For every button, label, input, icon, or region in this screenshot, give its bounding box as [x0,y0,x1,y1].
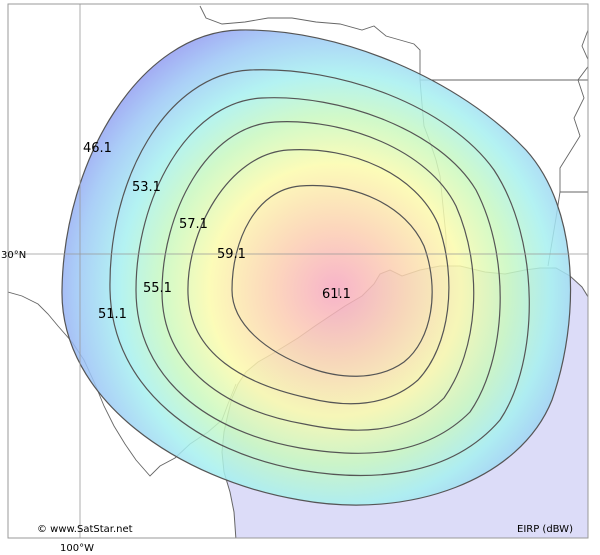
contour-57-1 [187,149,450,405]
contour-55-1 [161,121,475,431]
longitude-label: 100°W [60,543,94,554]
contour-label-57-1: 57.1 [179,217,208,232]
footprint-fill [61,29,571,506]
latitude-label: 30°N [1,250,26,261]
eirp-footprint [61,29,572,506]
contour-label-51-1: 51.1 [98,307,127,322]
contour-53-1 [135,97,501,454]
contour-label-53-1: 53.1 [132,180,161,195]
map-frame [7,3,589,539]
legend-unit-label: EIRP (dBW) [517,524,573,535]
contour-label-59-1: 59.1 [217,247,246,262]
graticule [8,4,588,538]
contour-59-1 [231,184,433,377]
contour-51-1 [109,69,530,477]
contour-label-61-1: 61.1 [322,287,351,302]
copyright-text: © www.SatStar.net [37,524,133,535]
contour-46-1 [61,29,572,506]
contour-label-55-1: 55.1 [143,281,172,296]
contour-label-46-1: 46.1 [83,141,112,156]
contour-labels: 46.1 51.1 53.1 55.1 57.1 59.1 61.1 [83,141,351,322]
